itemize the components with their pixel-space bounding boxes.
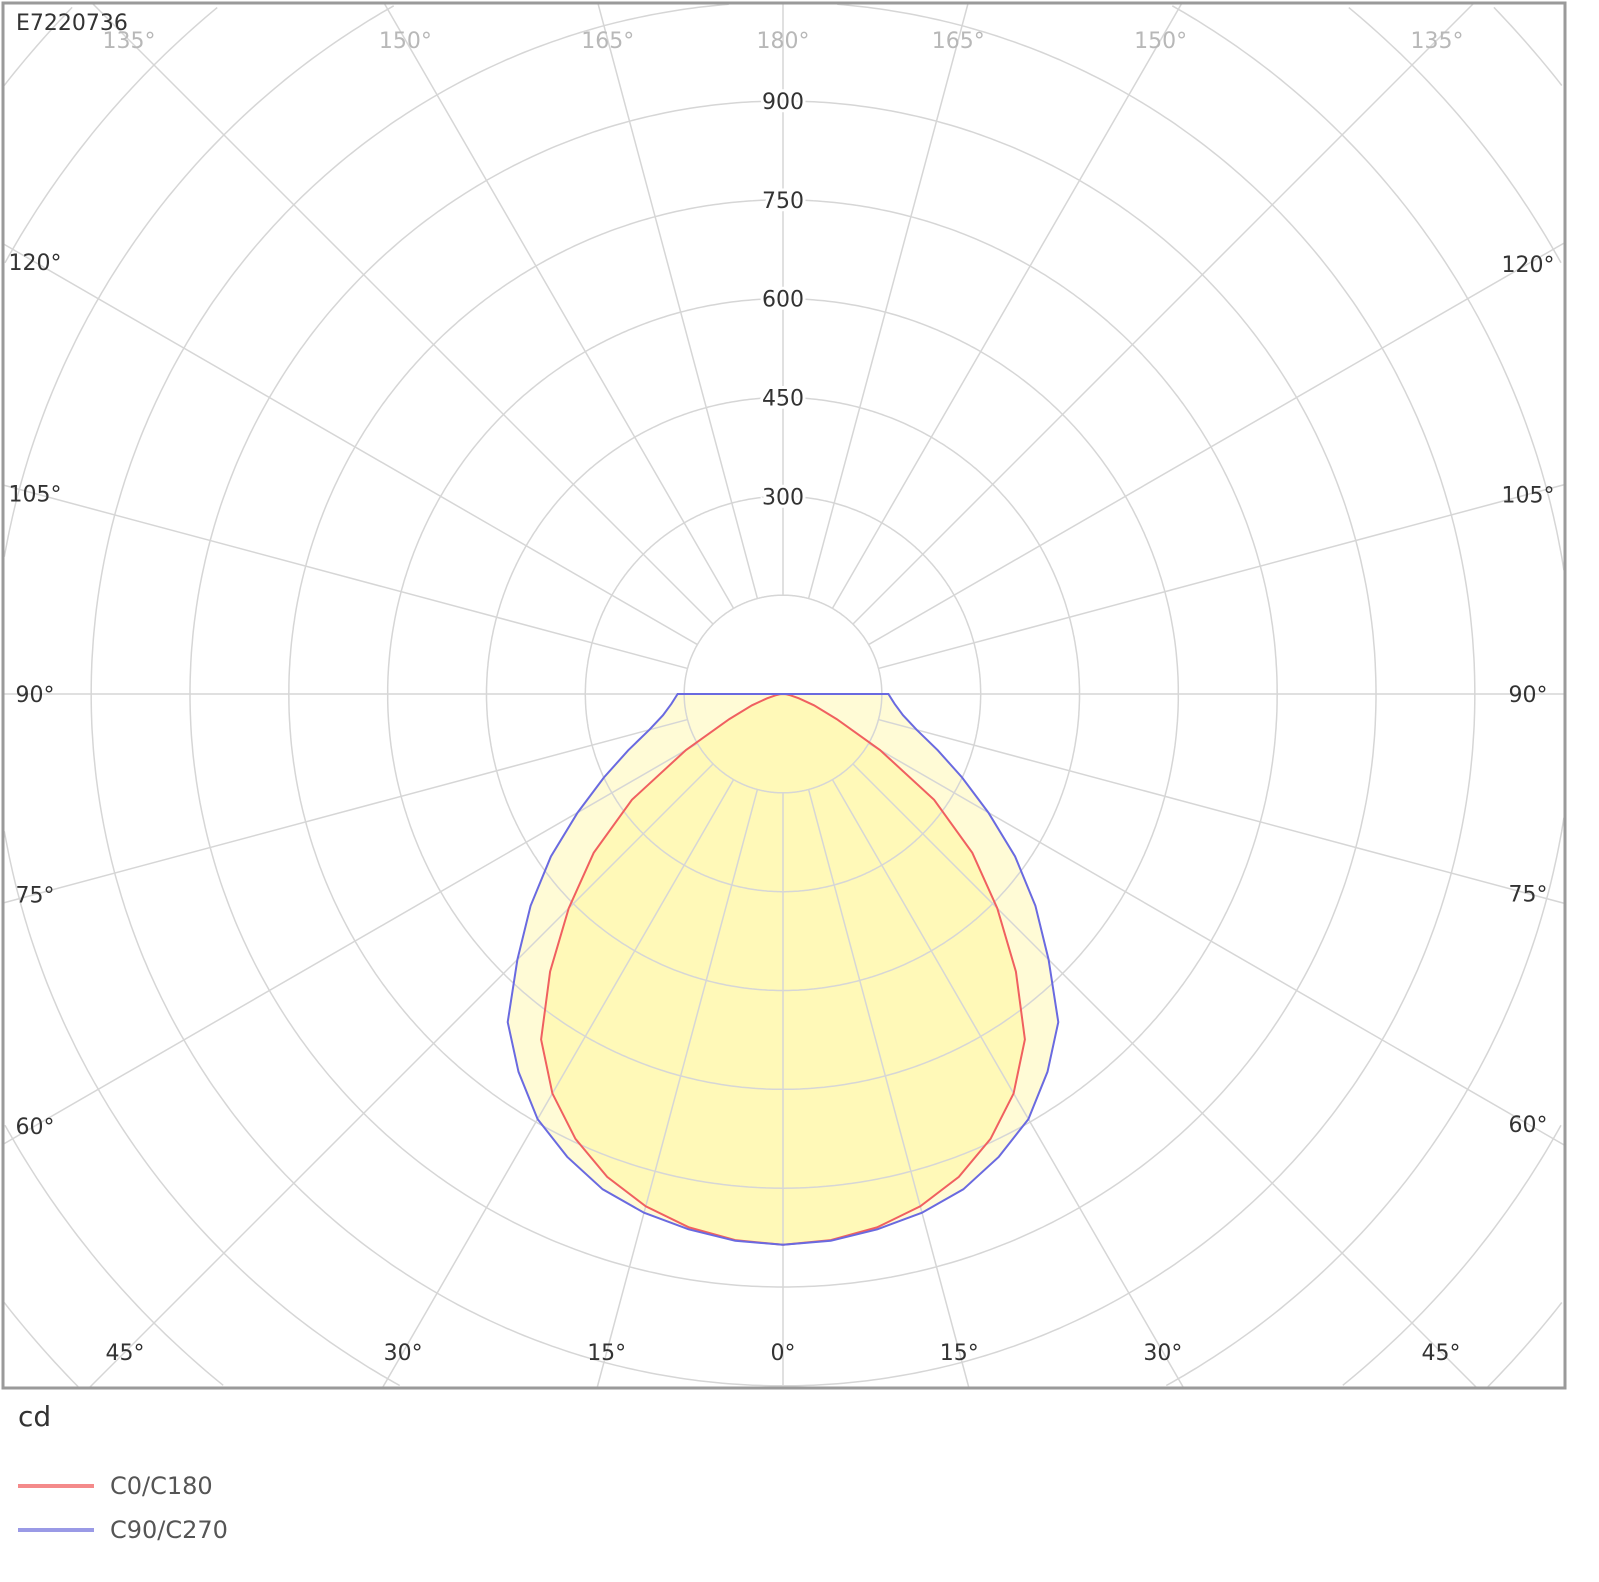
radial-tick-label: 900	[762, 90, 804, 115]
grid-spoke	[868, 742, 1565, 1146]
legend-label: C90/C270	[110, 1516, 228, 1544]
legend-item-c0: C0/C180	[18, 1472, 213, 1500]
angle-label: 45°	[106, 1341, 145, 1366]
grid-spoke	[831, 779, 1184, 1388]
angle-label: 45°	[1422, 1341, 1461, 1366]
angle-label: 165°	[581, 29, 634, 54]
polar-chart: E7220736 300 450 600 750 900 45° 30° 15° 0° 15° 30…	[1, 1, 1567, 1390]
grid-spoke	[597, 3, 759, 599]
grid-ring	[3, 5, 1565, 1387]
grid-spoke	[807, 789, 970, 1388]
angle-label: 30°	[384, 1341, 423, 1366]
grid-spoke	[852, 763, 1477, 1388]
grid-spoke	[852, 3, 1474, 625]
angle-label: 120°	[9, 251, 62, 276]
angle-label: 120°	[1502, 253, 1555, 278]
unit-label: cd	[18, 1400, 52, 1433]
angle-label: 0°	[771, 1341, 796, 1366]
legend-swatch	[18, 1528, 94, 1532]
grid-spoke	[596, 789, 759, 1388]
grid-spoke	[878, 718, 1565, 904]
grid-spoke	[878, 484, 1565, 670]
grid-spoke	[807, 3, 969, 599]
angle-label: 30°	[1143, 1341, 1182, 1366]
legend-label: C0/C180	[110, 1472, 213, 1500]
legend-swatch	[18, 1484, 94, 1488]
angle-label: 180°	[757, 29, 810, 54]
grid-spoke	[868, 242, 1565, 646]
angle-label: 150°	[1134, 29, 1187, 54]
angle-label: 135°	[1411, 29, 1464, 54]
grid-spoke	[382, 779, 735, 1388]
angle-label: 60°	[1509, 1113, 1548, 1138]
angle-label: 105°	[9, 483, 62, 508]
angle-label: 90°	[16, 683, 55, 708]
grid-spoke	[3, 718, 688, 904]
angle-label: 60°	[16, 1115, 55, 1140]
chart-frame	[1, 1, 1567, 1390]
angle-label: 105°	[1502, 483, 1555, 508]
grid-spoke	[3, 484, 688, 670]
grid-spoke	[383, 3, 735, 609]
angle-label: 135°	[103, 29, 156, 54]
angle-label: 15°	[587, 1341, 626, 1366]
grid-spoke	[92, 3, 714, 625]
grid-ring	[4, 7, 1562, 1386]
angle-label: 165°	[932, 29, 985, 54]
angle-label: 75°	[1509, 883, 1548, 908]
radial-tick-label: 300	[762, 485, 804, 510]
series-line-c90-c270	[506, 693, 1060, 1246]
angle-label: 75°	[16, 883, 55, 908]
angle-label: 150°	[379, 29, 432, 54]
grid-spoke	[3, 742, 698, 1145]
angle-label: 90°	[1509, 683, 1548, 708]
radial-tick-label: 750	[762, 189, 804, 214]
radial-tick-label: 600	[762, 288, 804, 313]
radial-tick-label: 450	[762, 387, 804, 412]
grid-spoke	[831, 3, 1183, 609]
grid-spoke	[89, 763, 714, 1388]
angle-label: 15°	[940, 1341, 979, 1366]
chart-title: E7220736	[16, 11, 128, 36]
grid-spoke	[3, 243, 698, 646]
grid-ring	[90, 3, 1476, 1387]
grid-ring	[3, 6, 1563, 1388]
legend-item-c90: C90/C270	[18, 1516, 228, 1544]
